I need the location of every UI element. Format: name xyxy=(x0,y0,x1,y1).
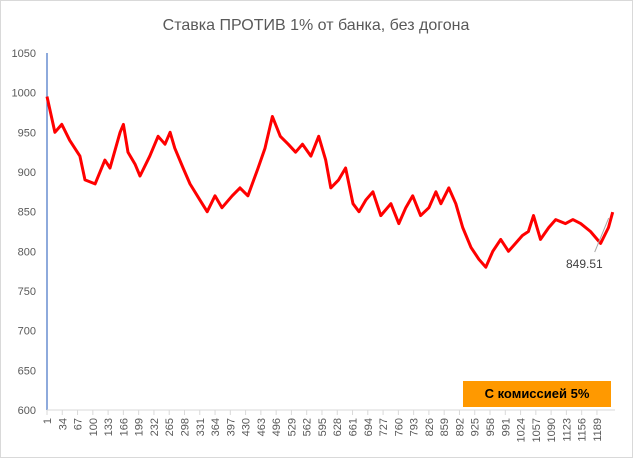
y-tick-label: 700 xyxy=(18,326,36,338)
x-tick-label: 958 xyxy=(485,418,497,436)
x-tick-label: 1189 xyxy=(592,418,604,442)
x-tick-label: 793 xyxy=(409,418,421,436)
x-tick-label: 826 xyxy=(424,418,436,436)
x-tick-label: 67 xyxy=(73,418,85,430)
x-tick-label: 199 xyxy=(134,418,146,436)
x-tick-label: 760 xyxy=(393,418,405,436)
y-tick-label: 650 xyxy=(18,365,36,377)
x-tick-label: 331 xyxy=(195,418,207,436)
x-tick-label: 265 xyxy=(164,418,176,436)
y-tick-label: 1000 xyxy=(12,88,36,100)
x-tick-label: 34 xyxy=(57,418,69,430)
y-tick-label: 900 xyxy=(18,167,36,179)
x-tick-label: 100 xyxy=(88,418,100,436)
x-tick-label: 1 xyxy=(42,418,54,424)
x-tick-label: 1123 xyxy=(561,418,573,442)
y-tick-label: 850 xyxy=(18,207,36,219)
y-tick-label: 600 xyxy=(18,405,36,417)
x-tick-label: 991 xyxy=(500,418,512,436)
x-tick-label: 364 xyxy=(210,418,222,436)
x-tick-label: 1024 xyxy=(516,418,528,442)
x-tick-label: 1090 xyxy=(546,418,558,442)
x-tick-label: 562 xyxy=(302,418,314,436)
y-tick-label: 1050 xyxy=(12,48,36,60)
x-tick-label: 529 xyxy=(286,418,298,436)
x-tick-label: 133 xyxy=(103,418,115,436)
x-tick-label: 397 xyxy=(225,418,237,436)
x-tick-label: 1057 xyxy=(531,418,543,442)
x-tick-label: 1156 xyxy=(577,418,589,442)
x-tick-label: 859 xyxy=(439,418,451,436)
y-tick-label: 800 xyxy=(18,246,36,258)
x-tick-label: 496 xyxy=(271,418,283,436)
x-tick-label: 727 xyxy=(378,418,390,436)
chart-title: Ставка ПРОТИВ 1% от банка, без догона xyxy=(163,17,470,34)
x-tick-label: 430 xyxy=(241,418,253,436)
x-tick-label: 595 xyxy=(317,418,329,436)
x-tick-label: 661 xyxy=(348,418,360,436)
label-leader xyxy=(594,217,610,253)
line-series xyxy=(45,96,615,269)
y-tick-label: 950 xyxy=(18,127,36,139)
x-tick-label: 166 xyxy=(118,418,130,436)
x-tick-label: 925 xyxy=(470,418,482,436)
x-tick-label: 694 xyxy=(363,418,375,436)
x-tick-label: 463 xyxy=(256,418,268,436)
x-tick-label: 232 xyxy=(149,418,161,436)
x-tick-label: 298 xyxy=(179,418,191,436)
x-tick-label: 628 xyxy=(332,418,344,436)
x-tick-label: 892 xyxy=(454,418,466,436)
annotation-box xyxy=(463,381,611,407)
y-tick-label: 750 xyxy=(18,286,36,298)
annotation: С комиссией 5% xyxy=(485,386,590,401)
data-label: 849.51 xyxy=(566,257,603,271)
